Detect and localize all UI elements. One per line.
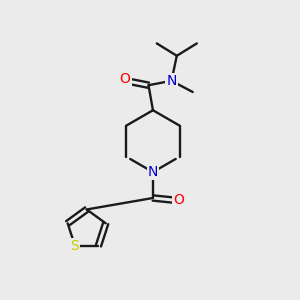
Text: O: O [119, 72, 130, 86]
Text: N: N [148, 165, 158, 179]
Text: O: O [173, 193, 184, 207]
Text: S: S [70, 239, 79, 253]
Text: N: N [166, 74, 177, 88]
